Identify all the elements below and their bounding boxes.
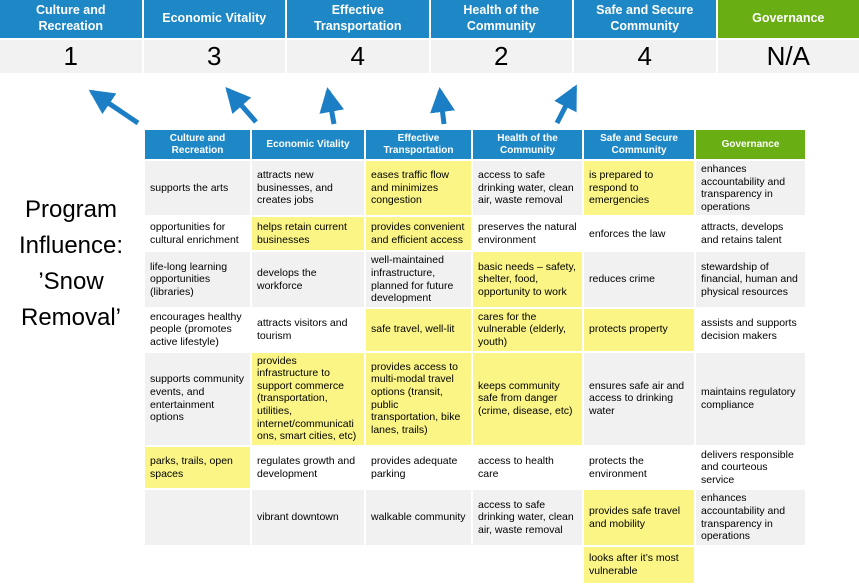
table-row: life-long learning opportunities (librar… <box>144 251 806 307</box>
matrix-cell: reduces crime <box>583 251 695 307</box>
score-effective-transportation: 4 <box>287 40 429 73</box>
table-row: looks after it’s most vulnerable <box>144 546 806 584</box>
score-culture-and-recreation: 1 <box>0 40 142 73</box>
matrix-cell <box>695 546 806 584</box>
matrix-cell: stewardship of financial, human and phys… <box>695 251 806 307</box>
matrix-cell: walkable community <box>365 489 472 545</box>
matrix-cell: attracts new businesses, and creates job… <box>251 160 365 216</box>
matrix-cell: ensures safe air and access to drinking … <box>583 352 695 446</box>
matrix-header-economic-vitality: Economic Vitality <box>251 129 365 160</box>
matrix-cell: cares for the vulnerable (elderly, youth… <box>472 308 583 352</box>
summary-header-culture-and-recreation: Culture and Recreation <box>0 0 142 38</box>
matrix-cell: encourages healthy people (promotes acti… <box>144 308 251 352</box>
matrix-cell <box>472 546 583 584</box>
matrix-header-safe-and-secure-community: Safe and Secure Community <box>583 129 695 160</box>
table-row: encourages healthy people (promotes acti… <box>144 308 806 352</box>
program-influence-label: Program Influence: ’Snow Removal’ <box>0 192 142 336</box>
score-economic-vitality: 3 <box>144 40 286 73</box>
summary-header-economic-vitality: Economic Vitality <box>144 0 286 38</box>
summary-header-governance: Governance <box>718 0 859 38</box>
matrix-cell: vibrant downtown <box>251 489 365 545</box>
matrix-cell: provides convenient and efficient access <box>365 216 472 251</box>
matrix-cell: access to health care <box>472 446 583 490</box>
matrix-cell: supports the arts <box>144 160 251 216</box>
matrix-cell: access to safe drinking water, clean air… <box>472 489 583 545</box>
matrix-cell: basic needs – safety, shelter, food, opp… <box>472 251 583 307</box>
matrix-cell: provides infrastructure to support comme… <box>251 352 365 446</box>
arrow-band <box>0 73 859 133</box>
matrix-cell: opportunities for cultural enrichment <box>144 216 251 251</box>
up-left-arrow-icon <box>92 92 138 123</box>
matrix-cell: enhances accountability and transparency… <box>695 489 806 545</box>
matrix-cell: regulates growth and development <box>251 446 365 490</box>
summary-header-health-of-the-community: Health of the Community <box>431 0 573 38</box>
matrix-cell: develops the workforce <box>251 251 365 307</box>
matrix-cell <box>144 489 251 545</box>
score-safe-and-secure-community: 4 <box>574 40 716 73</box>
matrix-cell: enforces the law <box>583 216 695 251</box>
matrix-cell: preserves the natural environment <box>472 216 583 251</box>
table-row: opportunities for cultural enrichment he… <box>144 216 806 251</box>
summary-score-row: 1 3 4 2 4 N/A <box>0 40 859 73</box>
matrix-cell: life-long learning opportunities (librar… <box>144 251 251 307</box>
table-row: parks, trails, open spaces regulates gro… <box>144 446 806 490</box>
summary-header-effective-transportation: Effective Transportation <box>287 0 429 38</box>
summary-header-safe-and-secure-community: Safe and Secure Community <box>574 0 716 38</box>
matrix-header-culture-and-recreation: Culture and Recreation <box>144 129 251 160</box>
score-health-of-the-community: 2 <box>431 40 573 73</box>
table-row: vibrant downtown walkable community acce… <box>144 489 806 545</box>
matrix-cell: parks, trails, open spaces <box>144 446 251 490</box>
matrix-cell: well-maintained infrastructure, planned … <box>365 251 472 307</box>
matrix-cell: looks after it’s most vulnerable <box>583 546 695 584</box>
matrix-cell: assists and supports decision makers <box>695 308 806 352</box>
matrix-header-effective-transportation: Effective Transportation <box>365 129 472 160</box>
up-arrow-icon <box>328 91 334 124</box>
up-right-arrow-icon <box>557 88 575 123</box>
summary-band: Culture and Recreation Economic Vitality… <box>0 0 859 73</box>
matrix-cell: is prepared to respond to emergencies <box>583 160 695 216</box>
matrix-cell: provides safe travel and mobility <box>583 489 695 545</box>
matrix-cell: eases traffic flow and minimizes congest… <box>365 160 472 216</box>
matrix-cell: protects property <box>583 308 695 352</box>
matrix-cell: provides access to multi-modal travel op… <box>365 352 472 446</box>
matrix-cell: attracts, develops and retains talent <box>695 216 806 251</box>
matrix-header-governance: Governance <box>695 129 806 160</box>
matrix-cell: provides adequate parking <box>365 446 472 490</box>
matrix-cell: safe travel, well-lit <box>365 308 472 352</box>
matrix-cell: helps retain current businesses <box>251 216 365 251</box>
matrix-cell <box>251 546 365 584</box>
score-governance: N/A <box>718 40 859 73</box>
summary-header-row: Culture and Recreation Economic Vitality… <box>0 0 859 38</box>
matrix-cell: protects the environment <box>583 446 695 490</box>
matrix-header-row: Culture and Recreation Economic Vitality… <box>144 129 806 160</box>
up-left-arrow-icon <box>228 90 256 122</box>
matrix-cell: supports community events, and entertain… <box>144 352 251 446</box>
matrix-cell: access to safe drinking water, clean air… <box>472 160 583 216</box>
community-priorities-matrix: Culture and Recreation Economic Vitality… <box>143 128 807 585</box>
matrix-cell <box>365 546 472 584</box>
table-row: supports the arts attracts new businesse… <box>144 160 806 216</box>
matrix-cell <box>144 546 251 584</box>
table-row: supports community events, and entertain… <box>144 352 806 446</box>
matrix-cell: delivers responsible and courteous servi… <box>695 446 806 490</box>
matrix-header-health-of-the-community: Health of the Community <box>472 129 583 160</box>
matrix-cell: attracts visitors and tourism <box>251 308 365 352</box>
up-arrow-icon <box>440 91 444 124</box>
matrix-cell: enhances accountability and transparency… <box>695 160 806 216</box>
matrix-cell: keeps community safe from danger (crime,… <box>472 352 583 446</box>
matrix-cell: maintains regulatory compliance <box>695 352 806 446</box>
